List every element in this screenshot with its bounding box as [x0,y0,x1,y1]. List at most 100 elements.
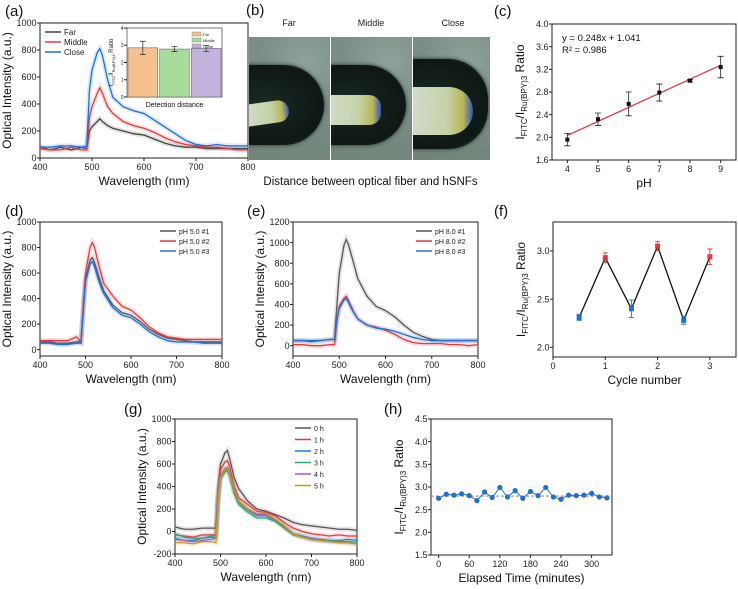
y-axis-title-part: Ru(BPY)3 [521,273,530,310]
data-point [436,495,442,501]
error-bar [139,40,146,55]
error-bar [203,45,210,52]
y-tick-label: 600 [156,459,171,469]
legend-label: Middle [64,38,88,47]
x-tick-label: 0 [436,559,441,569]
x-tick-label: 4 [565,164,570,174]
series-line-close [40,47,248,148]
series-line-2-h [174,468,358,542]
y-tick-label: 2.5 [415,505,428,515]
data-point [543,484,549,491]
y-axis-title-part: Ru(BPY)3 [520,75,529,112]
y-tick-label: 1.6 [536,155,549,165]
y-axis-title: IFITC/IRu(BPY)3 Ratio [109,38,116,86]
x-tick-label: 60 [464,559,474,569]
fit-line [567,64,721,137]
series-line-middle [39,86,248,151]
x-axis-title: Detection distance [146,102,204,109]
y-axis-title-part: FITC [399,513,408,531]
x-axis-title: Wavelength (nm) [99,174,190,188]
series-band [40,236,222,349]
data-point [474,498,480,504]
data-point [527,488,534,495]
fiber-tip [413,87,473,135]
chart-4: (d) 0 200 400 600 800 1000 400 500 600 700 800 Wavel… [0,203,230,386]
y-axis-title-part: Ratio [392,439,406,471]
y-axis-title-part: /I [514,309,528,316]
series-line-ph-5-0-1 [40,256,222,344]
y-tick-label: 200 [21,319,36,329]
x-tick-label: 7 [657,164,662,174]
y-axis-title-part: Optical Intensity (a.u.) [0,32,14,149]
data-point [550,494,556,500]
x-tick-label: 3 [707,361,712,371]
panel-label: (g) [124,401,142,418]
y-tick-label: 2.0 [536,132,549,142]
x-tick-label: 9 [718,164,723,174]
y-tick-label: 2 [121,60,124,66]
chart-2: 0 1 2 3 4 Detection distance IFITC/IRu(BPY)3 R… [109,26,223,109]
data-point [626,101,631,106]
panel-label: (f) [494,203,508,220]
x-tick-label: 2 [655,361,660,371]
x-tick-label: 700 [169,360,184,370]
y-tick-label: 3.2 [536,64,549,74]
fiber-tip [331,95,381,125]
legend-label: pH 5.0 #2 [179,239,209,246]
legend-swatch [191,31,202,37]
y-tick-label: 0 [284,341,289,351]
legend-label: Middle [203,38,216,43]
legend-label: 5 h [314,484,324,491]
x-tick-label: 5 [595,164,600,174]
y-tick-label: 3.0 [415,482,428,492]
y-axis-title-part: I [514,334,528,337]
y-tick-label: 3.5 [415,459,428,469]
panel-label: (d) [5,203,23,220]
y-axis-title: Optical Intensity (a.u.) [0,231,14,348]
y-tick-label: 400 [21,294,36,304]
y-tick-label: 1000 [16,217,36,227]
x-tick-label: 6 [626,164,631,174]
y-axis-title-part: I [392,531,406,534]
panel-label-b: (b) [246,2,265,19]
y-tick-label: 3.6 [536,42,549,52]
y-axis-title-part: Optical Intensity (a.u.) [135,428,149,545]
x-tick-label: 240 [553,559,568,569]
y-tick-label: 1000 [16,18,36,28]
legend-label: pH 8.0 #1 [435,229,465,236]
x-tick-label: 180 [523,559,538,569]
y-axis-title: IFITC/IRu(BPY)3 Ratio [513,44,529,139]
data-point [602,255,608,261]
series-band [40,253,222,346]
y-tick-label: 1.5 [415,550,428,560]
micrograph-middle [331,37,412,160]
y-axis-title-part: Optical Intensity (a.u.) [253,231,267,348]
data-point [458,491,465,497]
data-point [481,489,488,495]
y-tick-label: 2.0 [537,343,550,353]
data-point [681,317,687,323]
x-axis-title: Wavelength (nm) [340,372,431,386]
series-line-0-h [174,449,358,532]
x-axis-title: Wavelength (nm) [86,372,177,386]
legend-label: 3 h [314,461,324,468]
x-tick-label: 600 [258,558,273,568]
x-tick-label: 0 [550,361,555,371]
x-tick-label: 700 [188,162,203,172]
y-axis-title-part: FITC [111,76,116,85]
data-point [535,493,541,499]
x-tick-label: 500 [84,162,99,172]
legend-label: Close [203,44,214,49]
x-tick-label: 800 [240,162,255,172]
fit-annotation: R² = 0.986 [562,45,607,56]
chart-7: (g) -200 0 200 400 600 800 1000 400 500 600 700 800 W… [124,401,365,584]
bar-close [191,48,222,98]
y-axis-title: Optical Intensity (a.u.) [253,231,267,348]
x-tick-label: 8 [687,164,692,174]
x-tick-label: 400 [285,360,300,370]
legend-label: Far [203,32,210,37]
y-tick-label: 2.4 [536,110,549,120]
y-tick-label: 400 [21,99,36,109]
y-tick-label: 0 [31,153,36,163]
fit-annotation: y = 0.248x + 1.041 [562,33,641,44]
